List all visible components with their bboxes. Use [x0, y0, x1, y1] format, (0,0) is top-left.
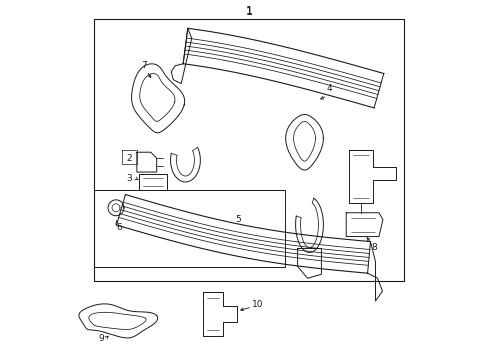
Text: 10: 10: [252, 300, 264, 309]
Text: 1: 1: [245, 7, 252, 17]
Text: 7: 7: [141, 62, 147, 71]
Text: 9: 9: [98, 334, 104, 343]
Text: 3: 3: [126, 174, 132, 183]
Text: 8: 8: [371, 243, 377, 252]
Text: 5: 5: [235, 215, 241, 224]
Text: 6: 6: [116, 223, 122, 232]
Text: 1: 1: [245, 6, 252, 16]
Text: 4: 4: [326, 84, 332, 93]
Text: 2: 2: [126, 154, 132, 163]
